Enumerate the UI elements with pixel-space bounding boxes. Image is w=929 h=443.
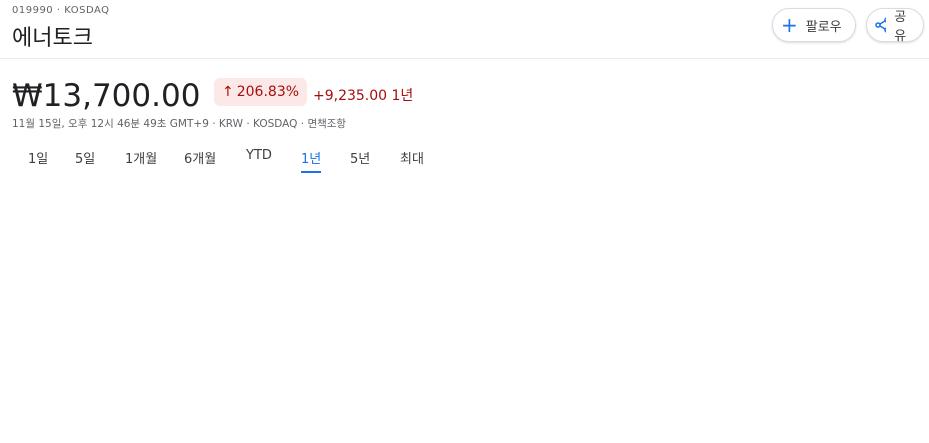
change-abs: +9,235.00 1년 — [313, 88, 414, 104]
share-button[interactable]: 05,00010,00015,00020,0002021년 1월2021년 3월… — [866, 8, 924, 44]
price: ₩13,700.00 — [12, 78, 201, 114]
follow-label: 팔로우 — [805, 19, 842, 35]
meta: 11월 15일, 오후 12시 46분 49초 GMT+9 · KRW · KO… — [12, 118, 347, 130]
share-label: 공유 — [894, 10, 907, 44]
share-icon: 05,00010,00015,00020,0002021년 1월2021년 3월… — [875, 17, 887, 33]
range-tab[interactable]: 6개월 — [184, 152, 217, 167]
change-badge: ↑ 206.83% — [214, 78, 308, 106]
change-pct: 206.83% — [236, 84, 300, 100]
range-tab[interactable]: 최대 — [400, 152, 424, 167]
ticker: 019990 · KOSDAQ — [12, 5, 110, 16]
divider — [0, 58, 929, 59]
range-tab[interactable]: 1일 — [28, 152, 49, 167]
range-tab[interactable]: YTD — [246, 148, 272, 163]
stock-name: 에너토크 — [12, 26, 93, 51]
follow-button[interactable]: + 팔로우 — [772, 8, 856, 42]
range-tab[interactable]: 1개월 — [125, 152, 158, 167]
range-tab[interactable]: 5일 — [75, 152, 96, 167]
range-tab[interactable]: 5년 — [350, 152, 371, 167]
range-tab[interactable]: 1년 — [301, 148, 322, 173]
